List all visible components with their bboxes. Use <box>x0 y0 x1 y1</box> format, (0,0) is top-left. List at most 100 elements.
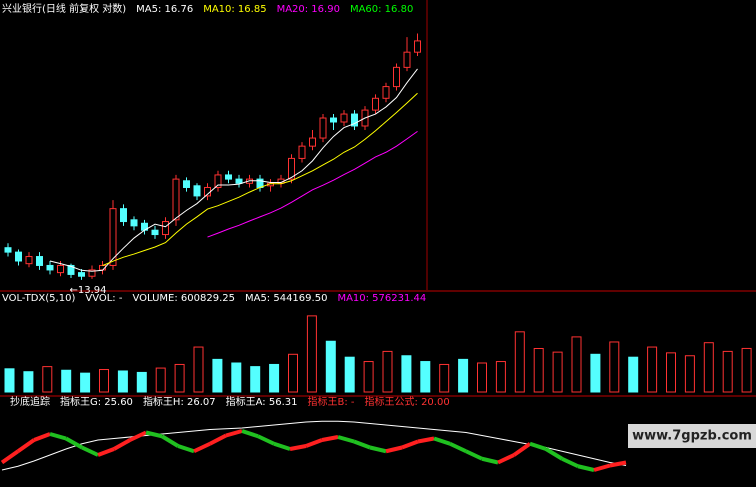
volume-bar <box>80 372 91 393</box>
wave-segment <box>97 447 115 457</box>
volume-bar <box>212 358 223 393</box>
wave-segment <box>512 442 532 457</box>
candle-body <box>36 256 43 266</box>
panel-title: 抄底追踪 <box>10 395 50 408</box>
volume-bar <box>401 355 412 393</box>
wave-segment <box>193 441 211 454</box>
candle-body <box>393 66 400 88</box>
wave-segment <box>49 432 67 441</box>
candle-body <box>403 51 411 68</box>
volume-bar <box>325 340 336 393</box>
candle-body <box>172 178 180 221</box>
volume-bar <box>382 350 393 393</box>
candle-body <box>330 117 337 123</box>
volume-bar <box>420 361 431 393</box>
wave-segment <box>16 438 36 453</box>
candle-body <box>151 229 159 236</box>
wave-segment <box>305 438 323 448</box>
volume-bar <box>23 371 34 393</box>
wave-segment <box>177 444 195 454</box>
volume-bar <box>684 355 695 393</box>
watermark: www.7gpzb.com <box>632 429 752 444</box>
wave-segment <box>65 436 83 450</box>
volume-bar <box>571 336 582 393</box>
candle-body <box>225 174 232 180</box>
wave-segment <box>401 439 419 450</box>
volume-bar <box>193 346 204 393</box>
indicator-label: 指标王G: 25.60 <box>60 395 133 408</box>
watermark-box <box>628 424 756 448</box>
candle-body <box>414 40 421 53</box>
volume-bar <box>514 331 525 393</box>
wave-segment <box>113 438 131 451</box>
candle-body <box>15 251 22 262</box>
wave-segment <box>481 456 499 465</box>
candle-body <box>298 145 306 159</box>
candle-body <box>57 264 64 274</box>
wave-segment <box>544 447 564 461</box>
indicator-label: 指标王A: 56.31 <box>226 395 298 408</box>
wave-segment <box>33 432 51 442</box>
volume-bar <box>552 351 563 393</box>
wave-segment <box>257 434 275 446</box>
volume-bar <box>99 369 109 393</box>
indicator-label: MA5: 16.76 <box>136 4 193 15</box>
candle-body <box>109 208 117 266</box>
volume-bar <box>306 315 317 393</box>
wave-segment <box>273 441 291 451</box>
indicator-label: 指标王公式: 20.00 <box>365 395 450 408</box>
indicator-label: MA10: 16.85 <box>203 4 266 15</box>
candle-body <box>288 157 295 180</box>
volume-bar <box>42 366 53 393</box>
candle-body <box>351 113 358 127</box>
candle-body <box>25 256 33 265</box>
wave-segment <box>433 436 451 446</box>
ma-line <box>102 92 418 267</box>
candle-body <box>382 86 390 99</box>
candle-body <box>372 97 379 111</box>
volume-bar <box>4 368 15 393</box>
wave-segment <box>209 433 227 446</box>
candle-body <box>120 208 127 223</box>
volume-bar <box>155 367 166 393</box>
volume-bar <box>477 362 487 393</box>
candle-body <box>130 219 138 227</box>
indicator-label: MA20: 16.90 <box>277 4 340 15</box>
volume-bar <box>458 358 469 393</box>
wave-segment <box>289 444 307 451</box>
wave-segment <box>225 429 243 438</box>
candle-body <box>162 221 169 236</box>
volume-bar <box>288 353 298 393</box>
wave-segment <box>609 460 627 468</box>
volume-bar <box>344 356 355 393</box>
panel-title: VOL-TDX(5,10) <box>2 293 75 304</box>
volume-bar <box>136 371 147 393</box>
candle-body <box>78 272 85 277</box>
indicator-label: MA5: 544169.50 <box>245 293 327 304</box>
volume-bar <box>703 342 714 393</box>
indicator-label: MA10: 576231.44 <box>337 293 426 304</box>
volume-bar <box>61 369 72 393</box>
indicator-label: 指标王H: 26.07 <box>143 395 216 408</box>
ma-line <box>207 130 418 238</box>
wave-segment <box>241 429 259 439</box>
wave-segment <box>593 463 611 472</box>
wave-segment <box>0 449 20 465</box>
volume-bar <box>647 346 658 393</box>
volume-bar <box>722 350 733 393</box>
wave-segment <box>449 441 467 454</box>
wave-segment <box>353 439 371 450</box>
indicator-label: VVOL: - <box>85 293 122 304</box>
candle-body <box>214 174 222 188</box>
candle-body <box>309 137 316 147</box>
volume-bar <box>117 370 128 393</box>
wave-segment <box>417 436 435 444</box>
wave-segment <box>385 445 403 454</box>
volume-bar <box>250 366 261 393</box>
wave-segment <box>321 435 339 442</box>
candle-body <box>183 180 190 188</box>
candle-body <box>340 113 348 123</box>
low-annotation: ←13.94 <box>70 285 107 296</box>
